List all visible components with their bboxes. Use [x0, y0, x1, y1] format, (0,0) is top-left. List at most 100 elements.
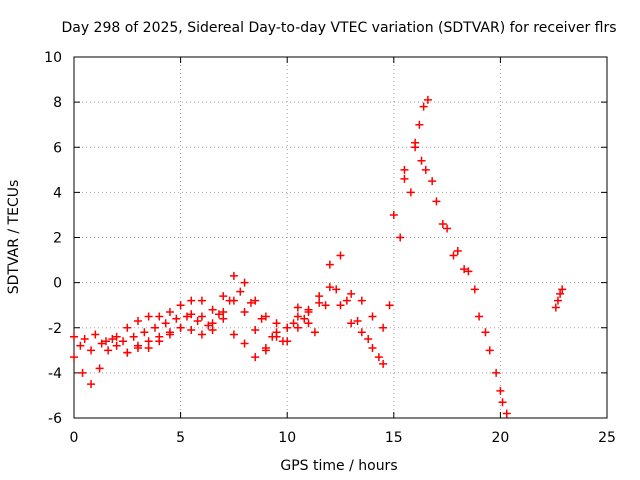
data-point: [502, 409, 511, 418]
data-point: [332, 285, 341, 294]
data-point: [342, 296, 351, 305]
data-point: [315, 292, 324, 301]
data-point: [112, 341, 121, 350]
data-point: [133, 344, 142, 353]
data-point: [97, 339, 106, 348]
data-point: [300, 314, 309, 323]
data-point: [91, 330, 100, 339]
data-point: [443, 224, 452, 233]
data-point: [293, 312, 302, 321]
data-point: [151, 323, 160, 332]
x-tick-label: 10: [278, 430, 296, 446]
data-point: [272, 319, 281, 328]
data-point: [304, 307, 313, 316]
data-point: [283, 323, 292, 332]
data-point: [400, 174, 409, 183]
y-tick-label: 8: [53, 95, 62, 111]
data-point: [449, 251, 458, 260]
data-point: [176, 301, 185, 310]
data-point: [336, 251, 345, 260]
data-point: [246, 298, 255, 307]
data-point: [165, 307, 174, 316]
data-point: [144, 344, 153, 353]
data-point: [374, 353, 383, 362]
data-point: [204, 321, 213, 330]
y-tick-label: 4: [53, 185, 62, 201]
x-tick-label: 25: [598, 430, 616, 446]
data-point: [251, 326, 260, 335]
data-point: [187, 296, 196, 305]
data-point: [70, 353, 78, 362]
data-point: [182, 312, 191, 321]
data-point: [219, 292, 228, 301]
data-point: [321, 301, 330, 310]
data-point: [415, 120, 424, 129]
data-point: [304, 319, 313, 328]
data-point: [95, 364, 104, 373]
data-point: [112, 332, 121, 341]
data-point: [551, 303, 560, 312]
y-tick-label: -4: [48, 366, 62, 382]
data-point: [556, 289, 565, 298]
data-point: [396, 233, 405, 242]
data-point: [353, 316, 362, 325]
data-point: [229, 330, 238, 339]
data-point: [423, 95, 432, 104]
data-point: [155, 332, 164, 341]
grid-lines: [74, 57, 607, 418]
data-point: [283, 337, 292, 346]
data-point: [261, 344, 270, 353]
data-point: [417, 156, 426, 165]
data-point: [364, 335, 373, 344]
data-point: [261, 312, 270, 321]
x-tick-label: 0: [70, 430, 79, 446]
data-points: [70, 95, 567, 418]
data-point: [325, 283, 334, 292]
data-point: [108, 335, 117, 344]
data-point: [229, 296, 238, 305]
data-point: [76, 341, 85, 350]
y-tick-label: -6: [48, 411, 62, 427]
data-point: [140, 328, 149, 337]
data-point: [197, 330, 206, 339]
y-tick-label: 10: [44, 50, 62, 66]
data-point: [161, 319, 170, 328]
data-point: [553, 296, 562, 305]
data-point: [197, 312, 206, 321]
data-point: [460, 265, 469, 274]
data-point: [289, 319, 298, 328]
data-point: [428, 177, 437, 186]
data-point: [101, 337, 110, 346]
y-tick-label: 0: [53, 276, 62, 292]
data-point: [240, 307, 249, 316]
data-point: [315, 298, 324, 307]
data-point: [453, 247, 462, 256]
data-point: [123, 348, 132, 357]
data-point: [172, 314, 181, 323]
data-point: [165, 330, 174, 339]
data-point: [197, 296, 206, 305]
data-point: [293, 323, 302, 332]
axis-ticks: [73, 56, 608, 419]
data-point: [464, 267, 473, 276]
data-point: [379, 323, 388, 332]
data-point: [219, 307, 228, 316]
data-point: [240, 339, 249, 348]
data-point: [419, 102, 428, 111]
data-point: [80, 335, 89, 344]
data-point: [129, 332, 138, 341]
data-point: [257, 314, 266, 323]
y-tick-label: 2: [53, 231, 62, 247]
data-point: [357, 296, 366, 305]
data-point: [187, 310, 196, 319]
data-point: [193, 316, 202, 325]
data-point: [208, 305, 217, 314]
data-point: [492, 368, 501, 377]
series-satellite-track-2: [76, 156, 507, 407]
data-point: [133, 316, 142, 325]
data-point: [421, 165, 430, 174]
data-point: [385, 301, 394, 310]
data-point: [144, 337, 153, 346]
x-tick-label: 15: [385, 430, 403, 446]
data-point: [251, 353, 260, 362]
